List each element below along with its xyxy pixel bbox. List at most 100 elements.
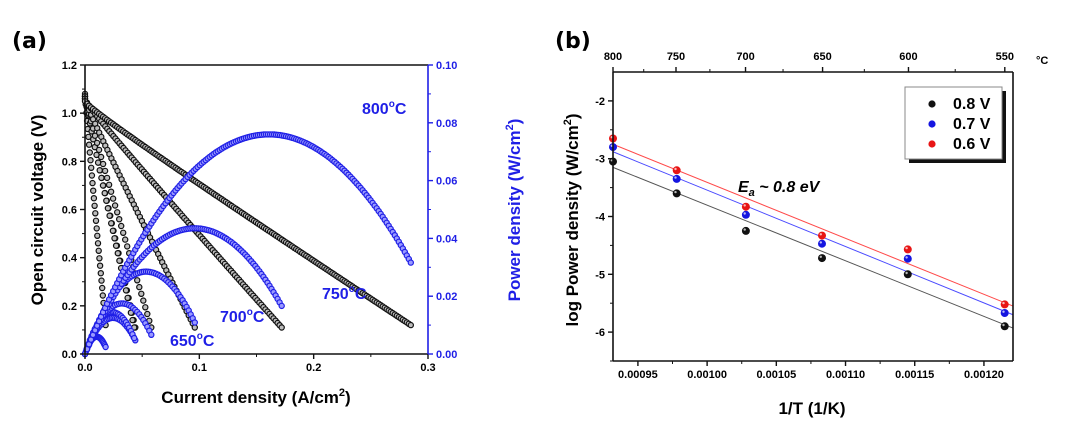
temperature-value: 700: [220, 309, 247, 326]
temperature-label: 700oC: [220, 307, 265, 326]
panel-a-y2-axis-title: Power density (W/cm2): [504, 119, 524, 302]
y-tick-label: -4: [595, 212, 606, 224]
voltage-point: [86, 149, 94, 156]
y-tick-label: -3: [595, 154, 605, 166]
voltage-point: [115, 215, 123, 223]
legend-marker: [928, 120, 936, 128]
data-point: [1000, 300, 1009, 309]
panel-b-top-axis-unit: °C: [1036, 55, 1048, 67]
voltage-point: [138, 290, 145, 297]
series-0.8V: [609, 157, 1009, 331]
voltage-point: [142, 304, 149, 311]
voltage-point: [136, 283, 143, 291]
voltage-point: [140, 297, 147, 304]
x-tick-label: 0.00110: [826, 369, 865, 381]
y-tick-label: 0.8: [62, 156, 77, 168]
power-series-6: [81, 131, 414, 358]
voltage-point: [133, 277, 141, 284]
panel-b-label: (b): [555, 29, 591, 54]
y2-tick-label: 0.06: [436, 176, 457, 188]
voltage-point: [124, 294, 131, 302]
voltage-point: [94, 232, 101, 239]
data-point-highlight: [674, 190, 677, 194]
x-tick-label: 0.1: [192, 362, 207, 374]
voltage-point: [112, 242, 120, 249]
degree-sign: o: [389, 99, 395, 110]
legend-entry-label: 0.7 V: [953, 116, 991, 133]
voltage-point: [105, 181, 113, 188]
voltage-point: [88, 172, 96, 179]
temperature-label: 750oC: [322, 284, 367, 303]
voltage-point: [99, 292, 107, 299]
series-0.6V: [609, 134, 1009, 309]
x-tick-label: 0.00120: [964, 369, 1004, 381]
degree-sign: o: [247, 307, 253, 318]
data-point-highlight: [905, 246, 908, 250]
data-point-highlight: [1002, 323, 1005, 327]
celsius-unit: C: [253, 309, 265, 326]
voltage-point: [99, 160, 107, 168]
y2-tick-label: 0.02: [436, 291, 457, 303]
data-point: [1000, 322, 1009, 331]
top-tick-label: 550: [996, 51, 1014, 63]
voltage-point: [104, 204, 112, 212]
panel-b-y-axis-title: log Power density (W/cm2): [562, 114, 582, 327]
temperature-label: 650oC: [170, 331, 215, 350]
legend: 0.8 V 0.7 V 0.6 V: [904, 86, 1006, 163]
voltage-point: [101, 167, 109, 175]
voltage-point: [96, 167, 103, 174]
voltage-point: [129, 316, 136, 324]
voltage-point: [95, 146, 103, 154]
y2-tick-label: 0.08: [436, 118, 457, 130]
x-tick-label: 0.0: [77, 362, 92, 374]
x-tick-label: 0.3: [420, 362, 435, 374]
voltage-point: [99, 182, 107, 189]
data-point-highlight: [905, 271, 908, 275]
top-tick-label: 650: [813, 51, 831, 63]
voltage-point: [278, 324, 285, 331]
fit-line-0.6V: [612, 143, 1014, 307]
data-point-highlight: [1002, 301, 1005, 305]
panel-b-data: [609, 134, 1009, 331]
x-tick-label: 0.00100: [687, 369, 727, 381]
voltage-point: [121, 236, 129, 243]
data-point: [818, 254, 826, 263]
legend-entry-label: 0.8 V: [953, 96, 991, 113]
power-series-5: [81, 225, 285, 358]
data-point: [741, 210, 750, 219]
panel-b-axes: 0.00095 0.00100 0.00105 0.00110 0.00115 0.001…: [595, 51, 1014, 381]
voltage-point: [85, 141, 93, 148]
temperature-value: 650: [170, 333, 197, 350]
y-tick-label: -2: [595, 96, 605, 108]
data-point-highlight: [905, 256, 908, 259]
data-point: [672, 189, 681, 198]
voltage-point: [111, 202, 119, 209]
power-point: [148, 331, 155, 338]
voltage-point: [90, 194, 98, 202]
data-point-highlight: [743, 228, 746, 231]
voltage-point: [114, 249, 122, 257]
legend-box: [904, 86, 1003, 160]
panel-b-fit-lines: [612, 143, 1014, 329]
voltage-point: [97, 153, 105, 161]
voltage-point: [92, 217, 100, 224]
voltage-point: [111, 235, 118, 242]
voltage-point: [106, 212, 113, 219]
voltage-point: [98, 277, 105, 284]
voltage-point: [122, 287, 130, 294]
voltage-point: [109, 227, 117, 234]
temperature-value: 800: [362, 101, 389, 118]
voltage-point: [109, 195, 117, 202]
voltage-series-6: [81, 97, 414, 329]
voltage-point: [144, 310, 151, 318]
data-point: [741, 202, 750, 211]
data-point: [1000, 309, 1009, 317]
power-point: [278, 302, 285, 310]
y-tick-label: 0.4: [62, 253, 78, 265]
data-point: [903, 270, 912, 279]
voltage-point: [94, 240, 102, 247]
power-point: [102, 343, 109, 351]
voltage-point: [103, 197, 110, 204]
